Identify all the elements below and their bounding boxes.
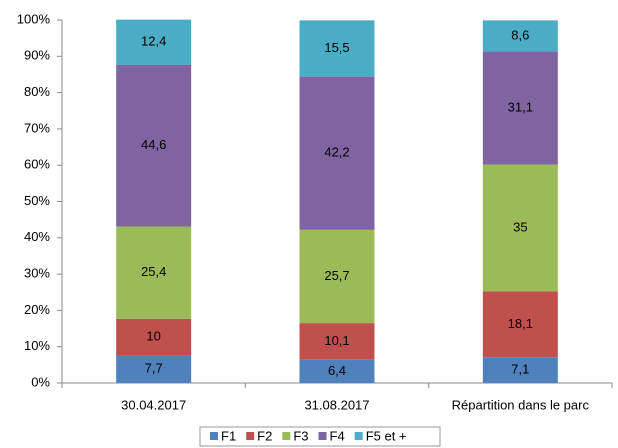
y-tick-label: 10%	[24, 338, 50, 353]
y-tick-label: 20%	[24, 302, 50, 317]
y-tick-label: 60%	[24, 157, 50, 172]
bar-segment	[482, 291, 558, 358]
legend-label: F4	[330, 428, 345, 443]
bar-segment	[116, 318, 192, 356]
x-tick-label: 30.04.2017	[121, 397, 186, 412]
bar-segment	[299, 323, 375, 360]
data-label: 12,4	[141, 34, 166, 49]
legend-swatch	[246, 432, 255, 440]
legend-label: F2	[257, 428, 272, 443]
legend-swatch	[354, 432, 363, 440]
data-label: 6,4	[328, 363, 346, 378]
data-label: 7,1	[511, 362, 529, 377]
bar-segment	[482, 51, 558, 165]
data-label: 18,1	[508, 316, 533, 331]
data-label: 25,4	[141, 264, 166, 279]
y-tick-label: 30%	[24, 266, 50, 281]
data-label: 10,1	[324, 333, 349, 348]
data-label: 42,2	[324, 145, 349, 160]
y-tick-label: 80%	[24, 84, 50, 99]
legend-swatch	[210, 432, 218, 440]
x-tick-label: Répartition dans le parc	[452, 397, 590, 412]
legend-label: F5 et +	[366, 428, 407, 443]
bar-segment	[116, 226, 192, 319]
legend-swatch	[318, 432, 327, 440]
y-tick-label: 50%	[24, 193, 50, 208]
legend-swatch	[282, 432, 291, 440]
bar-segment	[116, 64, 192, 227]
data-label: 7,7	[145, 360, 163, 375]
data-label: 44,6	[141, 137, 166, 152]
data-label: 10	[146, 328, 160, 343]
data-label: 31,1	[508, 99, 533, 114]
y-tick-label: 40%	[24, 229, 50, 244]
bar-segment	[482, 164, 558, 292]
bar-segment	[299, 359, 375, 383]
bar-segment	[116, 355, 192, 383]
data-label: 25,7	[324, 268, 349, 283]
data-label: 15,5	[324, 40, 349, 55]
bar-segment	[299, 229, 375, 324]
bar-segment	[482, 357, 558, 383]
data-label: 35	[513, 219, 527, 234]
y-tick-label: 70%	[24, 120, 50, 135]
y-tick-label: 0%	[31, 374, 50, 389]
x-tick-label: 31.08.2017	[304, 397, 369, 412]
bar-segment	[116, 19, 192, 65]
bar-segment	[299, 20, 375, 77]
bar-segment	[482, 20, 558, 52]
y-tick-label: 90%	[24, 48, 50, 63]
y-tick-label: 100%	[17, 11, 51, 26]
data-label: 8,6	[511, 27, 529, 42]
legend-label: F1	[221, 428, 236, 443]
legend-label: F3	[293, 428, 308, 443]
bar-segment	[299, 76, 375, 230]
